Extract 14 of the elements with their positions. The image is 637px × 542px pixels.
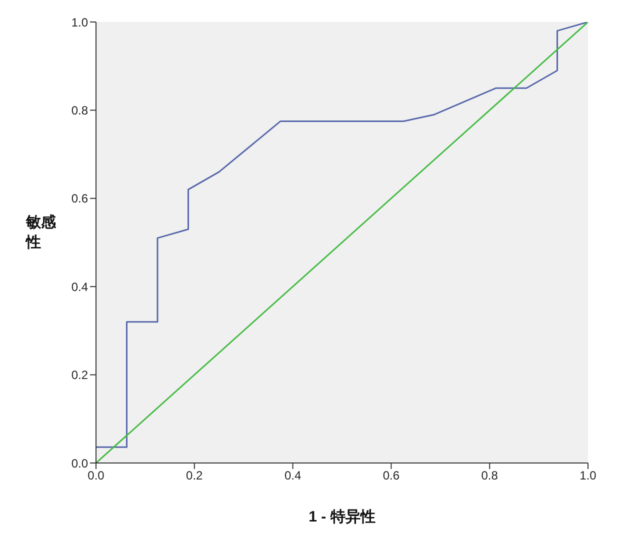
y-tick-label: 0.6 [71, 192, 88, 206]
y-tick-label: 0.0 [71, 456, 88, 470]
x-tick-label: 0.8 [481, 468, 498, 483]
x-tick-label: 1.0 [580, 468, 597, 483]
y-tick-label: 0.2 [71, 368, 88, 382]
y-axis-title: 敏感性 [26, 213, 57, 253]
x-tick-label: 0.6 [382, 468, 400, 483]
y-tick-label: 0.4 [71, 280, 88, 294]
x-tick-label: 0.0 [88, 468, 105, 483]
y-tick-label: 1.0 [71, 15, 88, 30]
x-axis-title: 1 - 特异性 [308, 508, 376, 526]
x-tick-label: 0.4 [284, 468, 302, 483]
x-tick-label: 0.2 [186, 468, 204, 483]
y-tick-label: 0.8 [71, 103, 88, 118]
